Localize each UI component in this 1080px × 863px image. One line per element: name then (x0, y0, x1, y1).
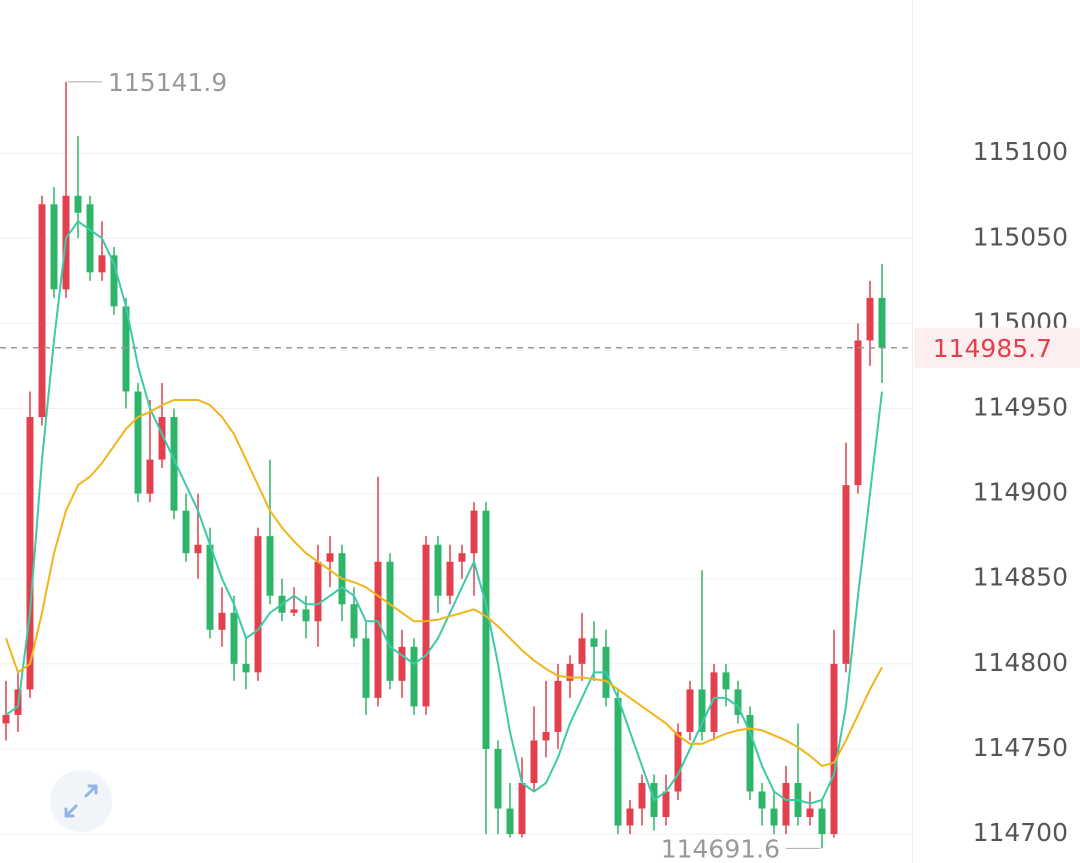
candle-body (566, 663, 574, 681)
candle-body (302, 609, 310, 622)
candle-body (98, 255, 106, 273)
candle-body (842, 485, 850, 664)
candle-body (266, 536, 274, 596)
candle-body (206, 544, 214, 630)
candle-body (686, 689, 694, 732)
candle-body (158, 417, 166, 460)
candle-body (170, 417, 178, 511)
y-tick-label: 115100 (973, 137, 1068, 166)
candle-body (674, 731, 682, 792)
y-tick-label: 114900 (973, 478, 1068, 507)
candle-body (386, 561, 394, 681)
candle-body (854, 340, 862, 486)
candle-body (290, 609, 298, 613)
candle-body (866, 297, 874, 341)
candle-body (758, 791, 766, 809)
candle-body (458, 553, 466, 562)
candle-body (50, 204, 58, 290)
expand-button[interactable] (50, 770, 112, 832)
candle-body (878, 297, 886, 348)
candle-body (434, 544, 442, 596)
candle-body (722, 672, 730, 690)
candle-body (614, 697, 622, 826)
candle-body (626, 808, 634, 826)
candle-body (590, 638, 598, 647)
candle-body (122, 306, 130, 392)
candle-body (410, 646, 418, 707)
candle-body (26, 417, 34, 690)
candle-body (554, 680, 562, 732)
candle-body (662, 791, 670, 818)
candle-body (770, 808, 778, 826)
candle-body (134, 391, 142, 494)
candle-body (494, 748, 502, 809)
last-price-label: 114985.7 (933, 334, 1052, 363)
candle-body (194, 544, 202, 554)
candle-body (218, 612, 226, 630)
candle-body (350, 604, 358, 639)
candle-body (362, 638, 370, 698)
candle-body (446, 561, 454, 596)
y-tick-label: 114950 (973, 393, 1068, 422)
candle-body (734, 689, 742, 715)
candle-body (818, 808, 826, 835)
candle-body (698, 689, 706, 732)
candle-body (374, 561, 382, 698)
expand-circle[interactable] (50, 770, 112, 832)
candle-body (182, 510, 190, 554)
candle-body (710, 672, 718, 732)
candle-body (242, 663, 250, 673)
candle-body (638, 782, 646, 809)
y-tick-label: 114800 (973, 648, 1068, 677)
candle-body (578, 638, 586, 664)
candle-body (806, 808, 814, 818)
candle-body (398, 646, 406, 681)
candle-body (74, 195, 82, 213)
candle-body (506, 808, 514, 835)
candle-body (746, 714, 754, 792)
candle-body (110, 255, 118, 307)
candle-body (782, 782, 790, 826)
y-tick-label: 115050 (973, 222, 1068, 251)
max-label: 115141.9 (108, 68, 227, 97)
candle-body (518, 782, 526, 835)
candle-body (146, 459, 154, 494)
candle-body (542, 731, 550, 741)
candle-body (470, 510, 478, 554)
moving-average-line (5, 219, 883, 805)
candle-body (254, 536, 262, 673)
candle-body (314, 561, 322, 622)
y-tick-label: 114850 (973, 563, 1068, 592)
last-price-box (914, 327, 1080, 368)
moving-average-line (5, 399, 883, 768)
candle-body (422, 544, 430, 707)
candle-body (830, 663, 838, 835)
y-tick-label: 114750 (973, 733, 1068, 762)
candle-body (38, 204, 46, 418)
min-label: 114691.6 (661, 834, 780, 863)
candle-body (326, 553, 334, 562)
candle-body (482, 510, 490, 749)
expand-icon[interactable] (64, 784, 98, 818)
candle-body (86, 204, 94, 273)
candle-body (2, 714, 10, 724)
y-tick-label: 114700 (973, 818, 1068, 847)
candle-body (230, 612, 238, 664)
candle-body (530, 740, 538, 783)
